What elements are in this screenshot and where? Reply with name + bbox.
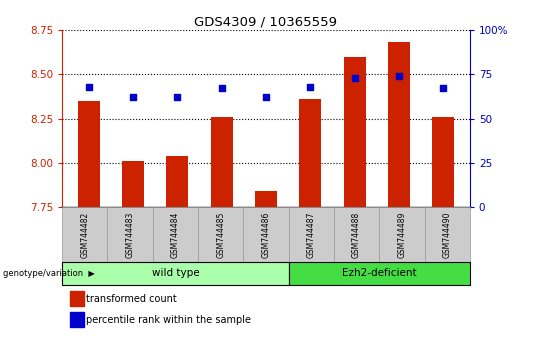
Bar	[334, 207, 379, 262]
Text: GSM744489: GSM744489	[397, 211, 407, 258]
Text: percentile rank within the sample: percentile rank within the sample	[86, 314, 251, 325]
Bar	[388, 42, 410, 207]
Bar	[343, 57, 366, 207]
Bar	[62, 262, 288, 285]
Text: GSM744486: GSM744486	[261, 211, 271, 258]
Bar	[432, 117, 454, 207]
Text: GSM744490: GSM744490	[443, 211, 451, 258]
Bar	[211, 117, 233, 207]
Point	[350, 75, 359, 81]
Point	[217, 86, 226, 91]
Text: GSM744488: GSM744488	[352, 211, 361, 258]
Bar	[62, 207, 107, 262]
Bar	[288, 262, 470, 285]
Text: GSM744487: GSM744487	[307, 211, 316, 258]
Title: GDS4309 / 10365559: GDS4309 / 10365559	[194, 16, 338, 29]
Bar	[424, 207, 470, 262]
Bar	[299, 99, 321, 207]
Bar	[166, 156, 188, 207]
Text: GSM744484: GSM744484	[171, 211, 180, 258]
Bar	[288, 207, 334, 262]
Bar	[198, 207, 244, 262]
Text: Ezh2-deficient: Ezh2-deficient	[342, 268, 416, 279]
Point	[439, 86, 448, 91]
Point	[84, 84, 93, 90]
Point	[395, 73, 403, 79]
Bar	[107, 207, 153, 262]
Text: wild type: wild type	[152, 268, 199, 279]
Bar	[255, 191, 277, 207]
Bar	[70, 312, 84, 327]
Bar	[70, 291, 84, 306]
Point	[262, 95, 271, 100]
Text: GSM744482: GSM744482	[80, 211, 89, 258]
Text: GSM744485: GSM744485	[216, 211, 225, 258]
Point	[306, 84, 315, 90]
Bar	[379, 207, 424, 262]
Bar	[122, 161, 144, 207]
Text: transformed count: transformed count	[86, 294, 177, 304]
Bar	[78, 101, 100, 207]
Bar	[153, 207, 198, 262]
Point	[129, 95, 137, 100]
Point	[173, 95, 181, 100]
Text: genotype/variation  ▶: genotype/variation ▶	[3, 269, 94, 278]
Text: GSM744483: GSM744483	[125, 211, 134, 258]
Bar	[244, 207, 288, 262]
